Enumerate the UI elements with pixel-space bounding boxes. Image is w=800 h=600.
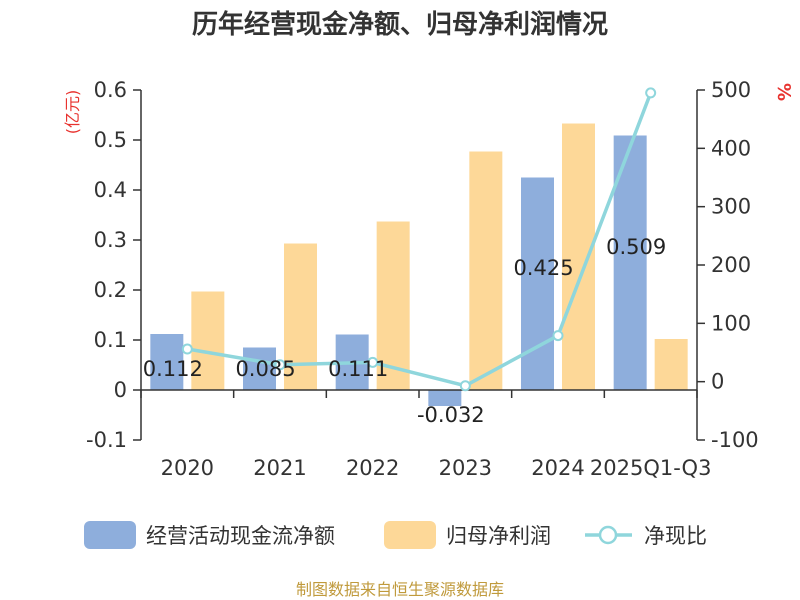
left-tick-label: 0.1 <box>94 328 127 352</box>
ratio-point-2024 <box>552 330 564 342</box>
legend-label-net-profit: 归母净利润 <box>446 524 551 548</box>
left-tick-label: 0.6 <box>94 78 127 102</box>
legend-label-ratio: 净现比 <box>644 524 707 548</box>
right-tick-label: 0 <box>711 370 724 394</box>
legend-swatch-cash-flow <box>84 521 136 549</box>
left-tick-label: 0.4 <box>94 178 127 202</box>
legend-label-cash-flow: 经营活动现金流净额 <box>146 524 335 548</box>
right-tick-label: 400 <box>711 136 751 160</box>
data-label-cash-flow: -0.032 <box>417 403 485 427</box>
bar-cash-flow-2024 <box>521 177 554 390</box>
right-tick-label: 300 <box>711 195 751 219</box>
bar-cash-flow-2021 <box>243 347 276 390</box>
left-tick-label: 0 <box>114 378 127 402</box>
legend: 经营活动现金流净额 归母净利润 净现比 <box>84 521 707 549</box>
data-label-layer: 0.112 0.085 0.111 -0.032 0.425 0.509 <box>143 235 666 427</box>
right-tick-label: 500 <box>711 78 751 102</box>
ratio-point-2025Q1-Q3 <box>645 87 657 99</box>
ratio-line <box>187 92 653 388</box>
bar-net-profit-2025Q1-Q3 <box>654 339 688 390</box>
bar-net-profit-2020 <box>191 291 225 390</box>
data-label-cash-flow: 0.425 <box>513 256 573 280</box>
axes-layer: -0.1 0 0.1 0.2 0.3 0.4 0.5 0.6 -100 0 100 200 300 400… <box>63 78 794 480</box>
data-label-cash-flow: 0.112 <box>143 357 203 381</box>
left-tick-label: 0.5 <box>94 128 127 152</box>
right-tick-label: 100 <box>711 311 751 335</box>
bar-layer <box>150 123 688 406</box>
bar-cash-flow-2020 <box>150 334 184 390</box>
x-tick-label: 2025Q1-Q3 <box>590 456 712 480</box>
bar-net-profit-2023 <box>469 151 503 390</box>
x-tick-label: 2022 <box>346 456 399 480</box>
left-axis-unit: (亿元) <box>63 90 82 135</box>
data-label-cash-flow: 0.111 <box>328 357 388 381</box>
bar-cash-flow-2023 <box>428 390 462 406</box>
source-note: 制图数据来自恒生聚源数据库 <box>296 580 504 599</box>
x-tick-label: 2020 <box>161 456 214 480</box>
right-tick-label: 200 <box>711 253 751 277</box>
chart-title: 历年经营现金净额、归母净利润情况 <box>192 9 608 40</box>
x-tick-label: 2024 <box>531 456 584 480</box>
data-label-cash-flow: 0.085 <box>235 357 295 381</box>
left-tick-label: -0.1 <box>86 428 127 452</box>
legend-swatch-net-profit <box>384 521 436 549</box>
legend-swatch-ratio-marker <box>598 525 618 545</box>
left-tick-label: 0.2 <box>94 278 127 302</box>
left-tick-label: 0.3 <box>94 228 127 252</box>
x-tick-label: 2021 <box>253 456 306 480</box>
right-tick-label: -100 <box>711 428 759 452</box>
ratio-point-2023 <box>459 380 471 392</box>
bar-net-profit-2022 <box>376 221 410 390</box>
data-label-cash-flow: 0.509 <box>606 235 666 259</box>
x-tick-label: 2023 <box>439 456 492 480</box>
right-axis-unit: % <box>773 83 794 101</box>
line-layer <box>181 87 657 392</box>
ratio-point-2020 <box>181 343 193 355</box>
ratio-point-2022 <box>367 356 379 368</box>
ratio-point-2021 <box>274 359 286 371</box>
